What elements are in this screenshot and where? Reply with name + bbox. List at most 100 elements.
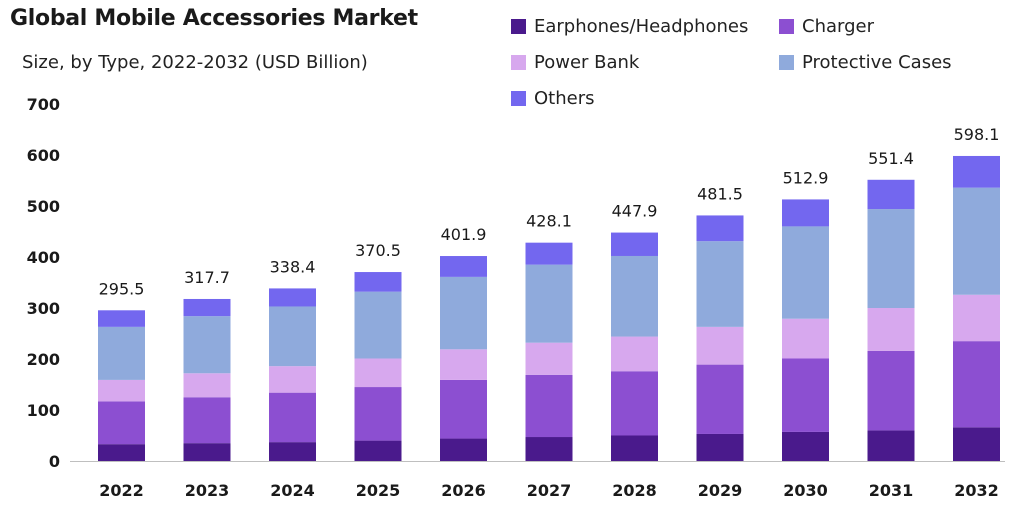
total-label-2023: 317.7: [184, 268, 230, 287]
bar-charger-2026: [440, 379, 487, 439]
bar-others-2028: [611, 232, 658, 256]
total-label-2025: 370.5: [355, 241, 401, 260]
x-tick-label-2023: 2023: [185, 481, 230, 500]
y-tick-label: 400: [27, 248, 60, 267]
x-tick-label-2031: 2031: [869, 481, 914, 500]
total-label-2032: 598.1: [954, 125, 1000, 144]
x-tick-label-2027: 2027: [527, 481, 572, 500]
legend-swatch-others: [511, 91, 526, 106]
x-tick-label-2025: 2025: [356, 481, 401, 500]
bar-protective-cases-2022: [98, 326, 145, 380]
chart-subtitle: Size, by Type, 2022-2032 (USD Billion): [22, 52, 368, 73]
bar-charger-2030: [782, 358, 829, 432]
bar-others-2029: [696, 215, 744, 242]
bar-charger-2031: [867, 350, 915, 431]
legend-swatch-power-bank: [511, 55, 526, 70]
legend-label-earphones: Earphones/Headphones: [534, 16, 749, 37]
bar-charger-2032: [953, 341, 1000, 428]
bar-power-bank-2029: [696, 326, 744, 365]
bar-earphones-headphones-2030: [782, 431, 829, 461]
bar-protective-cases-2025: [354, 291, 402, 359]
bar-power-bank-2024: [269, 366, 316, 393]
bar-protective-cases-2028: [611, 255, 658, 337]
total-label-2030: 512.9: [783, 168, 829, 187]
total-label-2022: 295.5: [99, 279, 145, 298]
bar-earphones-headphones-2025: [354, 440, 402, 461]
y-tick-label: 100: [27, 401, 60, 420]
legend-label-charger: Charger: [802, 16, 874, 37]
bar-power-bank-2022: [98, 379, 145, 402]
bar-others-2031: [867, 179, 915, 210]
y-tick-label: 600: [27, 146, 60, 165]
bar-others-2032: [953, 155, 1000, 188]
bar-others-2023: [183, 298, 231, 317]
bar-others-2027: [525, 242, 573, 265]
bar-power-bank-2027: [525, 342, 573, 375]
legend-label-protective-cases: Protective Cases: [802, 52, 952, 73]
bar-others-2025: [354, 272, 402, 292]
chart-title: Global Mobile Accessories Market: [10, 6, 418, 31]
legend-swatch-charger: [779, 19, 794, 34]
bar-protective-cases-2030: [782, 226, 829, 319]
total-label-2029: 481.5: [697, 184, 743, 203]
bar-earphones-headphones-2028: [611, 435, 658, 461]
legend-item-others: Others: [511, 88, 595, 109]
bar-protective-cases-2026: [440, 276, 487, 350]
bar-charger-2028: [611, 371, 658, 436]
bar-charger-2023: [183, 397, 231, 444]
bar-charger-2022: [98, 401, 145, 445]
total-label-2027: 428.1: [526, 212, 572, 231]
legend-item-charger: Charger: [779, 16, 874, 37]
bar-earphones-headphones-2027: [525, 437, 573, 461]
x-tick-label-2028: 2028: [612, 481, 657, 500]
bar-protective-cases-2032: [953, 187, 1000, 295]
bar-others-2026: [440, 256, 487, 277]
bar-earphones-headphones-2029: [696, 433, 744, 461]
x-tick-label-2032: 2032: [954, 481, 999, 500]
bar-power-bank-2023: [183, 373, 231, 398]
bar-power-bank-2030: [782, 318, 829, 359]
bar-others-2024: [269, 288, 316, 307]
x-tick-label-2030: 2030: [783, 481, 828, 500]
legend-swatch-protective-cases: [779, 55, 794, 70]
y-tick-label: 700: [27, 95, 60, 114]
bar-earphones-headphones-2022: [98, 444, 145, 461]
x-tick-label-2026: 2026: [441, 481, 486, 500]
bar-earphones-headphones-2024: [269, 442, 316, 461]
bar-protective-cases-2029: [696, 241, 744, 327]
total-label-2026: 401.9: [441, 225, 487, 244]
bar-earphones-headphones-2026: [440, 438, 487, 461]
bar-protective-cases-2031: [867, 209, 915, 308]
y-tick-label: 0: [49, 452, 60, 471]
bar-charger-2029: [696, 364, 744, 434]
legend-item-protective-cases: Protective Cases: [779, 52, 952, 73]
x-tick-label-2022: 2022: [99, 481, 144, 500]
legend-item-earphones: Earphones/Headphones: [511, 16, 748, 37]
total-label-2024: 338.4: [270, 257, 316, 276]
bar-protective-cases-2024: [269, 306, 316, 367]
total-label-2028: 447.9: [612, 202, 658, 221]
bar-power-bank-2031: [867, 308, 915, 351]
x-tick-label-2024: 2024: [270, 481, 315, 500]
y-tick-label: 200: [27, 350, 60, 369]
bar-others-2022: [98, 310, 145, 327]
bar-charger-2027: [525, 374, 573, 438]
total-label-2031: 551.4: [868, 149, 914, 168]
bar-earphones-headphones-2032: [953, 427, 1000, 461]
y-tick-label: 300: [27, 299, 60, 318]
bar-others-2030: [782, 199, 829, 227]
bar-power-bank-2028: [611, 336, 658, 372]
bar-earphones-headphones-2031: [867, 430, 915, 461]
legend-label-power-bank: Power Bank: [534, 52, 640, 73]
legend-label-others: Others: [534, 88, 595, 109]
x-tick-label-2029: 2029: [698, 481, 743, 500]
bar-protective-cases-2023: [183, 316, 231, 374]
bar-power-bank-2025: [354, 358, 402, 388]
bar-power-bank-2032: [953, 294, 1000, 342]
y-tick-label: 500: [27, 197, 60, 216]
legend-swatch-earphones: [511, 19, 526, 34]
bar-charger-2024: [269, 392, 316, 443]
legend-item-power-bank: Power Bank: [511, 52, 639, 73]
